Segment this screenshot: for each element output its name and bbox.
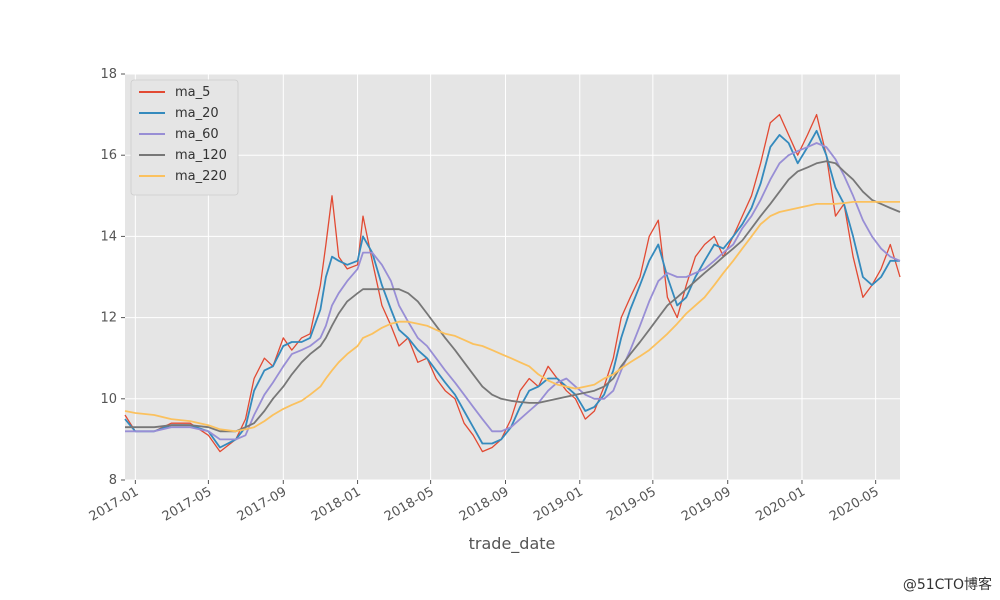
x-tick-label: 2019-05 <box>604 484 659 524</box>
x-tick-label: 2018-09 <box>457 484 512 524</box>
x-tick-label: 2017-05 <box>160 484 215 524</box>
legend-label: ma_120 <box>175 148 227 163</box>
grid <box>125 73 900 481</box>
series-lines <box>124 113 901 453</box>
series-line-ma-220 <box>124 200 900 433</box>
x-tick-label: 2020-05 <box>827 484 882 524</box>
legend-label: ma_60 <box>175 127 219 142</box>
x-tick-label: 2017-09 <box>235 484 290 524</box>
series-line-ma-120 <box>125 160 901 433</box>
y-tick-label: 18 <box>100 67 117 82</box>
x-axis-title: trade_date <box>469 534 556 554</box>
x-tick-label: 2019-09 <box>679 484 734 524</box>
x-axis: 2017-01 2017-05 2017-09 2018-01 2018-05 2018-… <box>87 480 882 525</box>
legend-label: ma_5 <box>175 85 210 100</box>
x-tick-label: 2018-01 <box>309 484 364 524</box>
x-tick-label: 2017-01 <box>87 484 142 524</box>
series-line-ma-5 <box>124 113 901 453</box>
legend-box <box>130 79 239 196</box>
watermark: @51CTO博客 <box>902 577 992 593</box>
y-axis: 8 10 12 14 16 18 <box>100 67 125 488</box>
series-line-ma-20 <box>124 129 900 449</box>
y-tick-label: 10 <box>100 392 117 407</box>
legend-label: ma_20 <box>175 106 219 121</box>
x-tick-label: 2019-01 <box>531 484 586 524</box>
plot-background <box>125 74 900 480</box>
legend: ma_5 ma_20 ma_60 ma_120 ma_220 <box>130 79 239 196</box>
y-tick-label: 8 <box>109 473 117 488</box>
y-tick-label: 12 <box>100 311 117 326</box>
legend-label: ma_220 <box>175 169 227 184</box>
y-tick-label: 16 <box>100 148 117 163</box>
series-line-ma-60 <box>125 142 901 441</box>
x-tick-label: 2018-05 <box>382 484 437 524</box>
y-tick-label: 14 <box>100 229 117 244</box>
x-tick-label: 2020-01 <box>753 484 808 524</box>
